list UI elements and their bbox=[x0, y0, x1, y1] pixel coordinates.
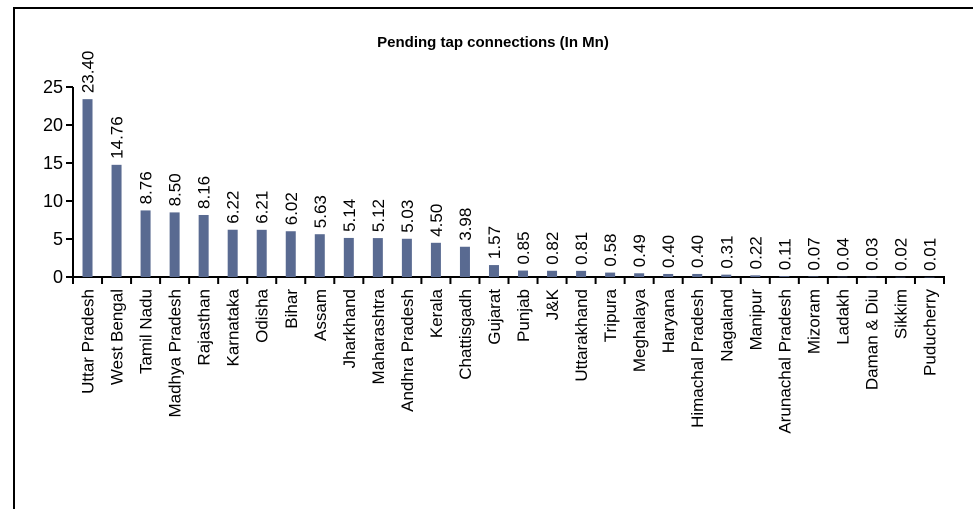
category-label: Puducherry bbox=[920, 289, 939, 376]
bar bbox=[866, 276, 877, 278]
category-label: West Bengal bbox=[108, 289, 127, 385]
data-label: 1.57 bbox=[485, 226, 504, 259]
bar bbox=[576, 270, 587, 277]
bar bbox=[605, 272, 616, 277]
data-label: 0.31 bbox=[717, 236, 736, 269]
data-label: 6.22 bbox=[224, 191, 243, 224]
bar bbox=[169, 212, 180, 277]
bar bbox=[547, 270, 558, 277]
category-label: Kerala bbox=[427, 288, 446, 338]
bar bbox=[256, 229, 267, 277]
category-label: Odisha bbox=[253, 288, 272, 342]
bar bbox=[808, 276, 819, 277]
data-label: 8.76 bbox=[137, 171, 156, 204]
bar bbox=[779, 276, 790, 277]
data-label: 5.12 bbox=[369, 199, 388, 232]
data-label: 6.02 bbox=[282, 192, 301, 225]
data-label: 0.85 bbox=[514, 231, 533, 264]
bar bbox=[285, 231, 296, 277]
category-label: Himachal Pradesh bbox=[688, 289, 707, 428]
bar bbox=[721, 274, 732, 277]
data-label: 0.22 bbox=[746, 236, 765, 269]
bar bbox=[488, 265, 499, 277]
bar bbox=[634, 273, 645, 277]
chart-frame bbox=[13, 7, 973, 509]
y-tick-label: 20 bbox=[43, 115, 63, 135]
data-label: 5.63 bbox=[311, 195, 330, 228]
category-label: Mizoram bbox=[804, 289, 823, 354]
data-label: 0.11 bbox=[775, 238, 794, 270]
category-label: Maharashtra bbox=[369, 288, 388, 384]
category-label: Tripura bbox=[601, 288, 620, 342]
data-label: 5.03 bbox=[398, 200, 417, 233]
y-tick-label: 0 bbox=[53, 267, 63, 287]
data-label: 0.40 bbox=[659, 235, 678, 268]
chart-title: Pending tap connections (In Mn) bbox=[377, 34, 609, 51]
bar bbox=[895, 276, 906, 278]
y-tick-label: 25 bbox=[43, 77, 63, 97]
data-label: 3.98 bbox=[456, 208, 475, 241]
bar bbox=[401, 238, 412, 277]
data-label: 0.58 bbox=[601, 233, 620, 266]
category-label: Punjab bbox=[514, 289, 533, 342]
data-label: 0.01 bbox=[920, 238, 939, 271]
bar bbox=[430, 242, 441, 277]
category-label: Sikkim bbox=[891, 289, 910, 339]
category-label: Andhra Pradesh bbox=[398, 289, 417, 412]
data-label: 0.04 bbox=[833, 238, 852, 271]
category-label: Karnataka bbox=[224, 288, 243, 366]
bar bbox=[750, 275, 761, 277]
bar bbox=[227, 229, 238, 277]
category-label: Uttar Pradesh bbox=[79, 289, 98, 394]
data-label: 0.81 bbox=[572, 232, 591, 265]
category-label: Haryana bbox=[659, 288, 678, 353]
bar-chart: 0 5 10 15 20 25 23.40 Uttar Pradesh 14.76 West Be… bbox=[43, 51, 945, 434]
category-label: Meghalaya bbox=[630, 288, 649, 372]
category-label: J&K bbox=[543, 288, 562, 320]
category-label: Assam bbox=[311, 289, 330, 341]
data-label: 0.03 bbox=[862, 238, 881, 271]
bar bbox=[111, 164, 122, 277]
data-label: 0.82 bbox=[543, 232, 562, 265]
bar bbox=[692, 273, 703, 277]
y-tick-label: 15 bbox=[43, 153, 63, 173]
data-label: 23.40 bbox=[79, 51, 98, 94]
bar bbox=[372, 238, 383, 277]
category-label: Nagaland bbox=[717, 289, 736, 362]
data-label: 0.49 bbox=[630, 234, 649, 267]
y-tick-label: 5 bbox=[53, 229, 63, 249]
category-label: Ladakh bbox=[833, 289, 852, 345]
data-label: 4.50 bbox=[427, 204, 446, 237]
data-label: 0.02 bbox=[891, 238, 910, 271]
bar bbox=[314, 234, 325, 277]
bar bbox=[663, 273, 674, 277]
bar bbox=[343, 237, 354, 277]
category-label: Gujarat bbox=[485, 289, 504, 345]
category-label: Manipur bbox=[746, 289, 765, 351]
category-label: Bihar bbox=[282, 289, 301, 329]
bar bbox=[924, 276, 935, 278]
category-label: Tamil Nadu bbox=[137, 289, 156, 374]
data-label: 6.21 bbox=[253, 191, 272, 224]
bar bbox=[837, 276, 848, 278]
data-label: 14.76 bbox=[108, 116, 127, 159]
bar bbox=[459, 246, 470, 277]
data-label: 8.50 bbox=[166, 173, 185, 206]
bar bbox=[198, 214, 209, 277]
category-label: Uttarakhand bbox=[572, 289, 591, 382]
category-label: Madhya Pradesh bbox=[166, 289, 185, 418]
category-label: Jharkhand bbox=[340, 289, 359, 368]
data-label: 0.07 bbox=[804, 237, 823, 270]
bar bbox=[140, 210, 151, 277]
data-label: 5.14 bbox=[340, 199, 359, 232]
category-label: Chattisgadh bbox=[456, 289, 475, 380]
bar bbox=[82, 99, 93, 277]
y-tick-label: 10 bbox=[43, 191, 63, 211]
category-label: Rajasthan bbox=[195, 289, 214, 366]
data-label: 8.16 bbox=[195, 176, 214, 209]
category-label: Arunachal Pradesh bbox=[775, 289, 794, 434]
data-label: 0.40 bbox=[688, 235, 707, 268]
bar bbox=[518, 270, 529, 277]
category-label: Daman & Diu bbox=[862, 289, 881, 390]
